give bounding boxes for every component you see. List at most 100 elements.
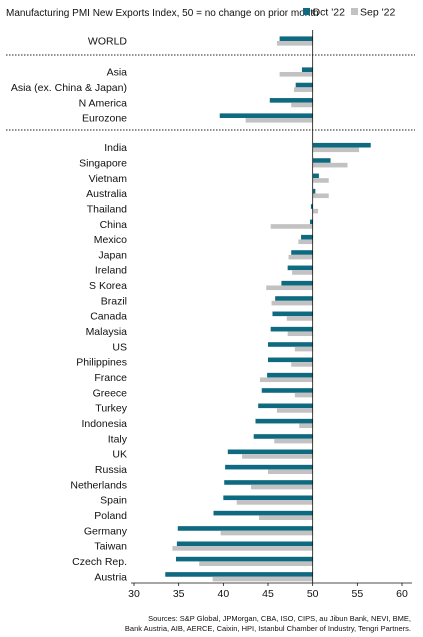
bar-thailand-oct-22 [310,204,313,209]
legend-swatch-sep-22 [351,8,358,15]
category-label-russia: Russia [95,464,127,476]
bar-s-korea-oct-22 [281,280,313,286]
category-label-uk: UK [112,449,127,461]
bar-germany-sep-22 [220,530,313,536]
bar-asia-ex-china-japan-oct-22 [295,82,313,88]
x-axis: 30 35 40 45 50 55 60 [128,582,412,600]
source-line-2: Bank Austria, AIB, AERCE, Caixin, HPI, I… [125,624,411,633]
category-label-greece: Greece [93,387,128,399]
category-label-czech-rep: Czech Rep. [72,556,127,568]
bar-australia-oct-22 [312,188,316,194]
category-label-poland: Poland [94,510,127,522]
bars [165,30,371,583]
bar-china-oct-22 [309,219,313,225]
group-separators [6,54,415,131]
bar-us-sep-22 [294,346,313,352]
bar-france-sep-22 [259,377,313,383]
bar-canada-oct-22 [272,311,313,317]
bar-austria-sep-22 [212,576,313,582]
bar-brazil-oct-22 [275,296,313,301]
legend-label-sep-22: Sep '22 [360,7,395,19]
category-label-germany: Germany [84,525,128,537]
bar-greece-sep-22 [294,392,313,398]
bar-italy-sep-22 [274,438,313,444]
x-tick-label-45: 45 [262,588,274,600]
bar-poland-sep-22 [259,515,313,521]
category-label-world: WORLD [88,36,128,48]
bar-turkey-oct-22 [258,403,313,409]
bar-taiwan-oct-22 [176,541,313,547]
category-label-italy: Italy [108,433,128,445]
category-label-malaysia: Malaysia [86,326,128,338]
x-tick-label-50: 50 [307,588,319,600]
bar-world-oct-22 [279,36,313,41]
bar-malaysia-sep-22 [287,331,313,337]
category-label-taiwan: Taiwan [94,541,127,553]
bar-russia-sep-22 [268,469,313,475]
category-label-france: France [94,372,127,384]
bar-asia-oct-22 [301,67,313,72]
bar-singapore-sep-22 [312,162,348,168]
bar-turkey-sep-22 [276,408,313,413]
bar-spain-oct-22 [223,495,313,501]
bar-greece-oct-22 [261,388,313,393]
category-label-thailand: Thailand [87,203,127,215]
bar-s-korea-sep-22 [266,285,313,291]
bar-australia-sep-22 [312,193,329,199]
bar-spain-sep-22 [236,500,313,505]
category-label-indonesia: Indonesia [81,418,127,430]
category-label-netherlands: Netherlands [70,479,127,491]
bar-n-america-oct-22 [269,98,313,103]
bar-netherlands-sep-22 [251,484,313,490]
bar-philippines-oct-22 [268,357,313,363]
category-label-philippines: Philippines [76,357,127,369]
category-label-eurozone: Eurozone [82,113,127,125]
bar-china-sep-22 [270,224,313,229]
bar-italy-oct-22 [253,434,313,439]
category-label-canada: Canada [90,311,127,323]
category-label-s-korea: S Korea [89,280,127,292]
category-labels: WORLD Asia Asia (ex. China & Japan) N Ameri… [11,36,128,584]
category-label-asia: Asia [107,67,128,79]
category-label-turkey: Turkey [95,403,127,415]
category-label-china: China [100,219,128,231]
x-tick-label-40: 40 [217,588,229,600]
category-label-asia-ex-china-japan: Asia (ex. China & Japan) [11,82,127,94]
bar-eurozone-oct-22 [219,113,313,118]
category-label-spain: Spain [100,495,127,507]
bar-canada-sep-22 [286,316,313,321]
bar-uk-sep-22 [242,454,313,459]
bar-mexico-sep-22 [298,239,313,245]
bar-india-oct-22 [312,142,371,148]
bar-japan-oct-22 [291,250,313,255]
bar-indonesia-sep-22 [299,423,313,429]
bar-thailand-sep-22 [312,208,319,214]
bar-czech-rep-sep-22 [199,561,313,567]
category-label-ireland: Ireland [95,265,127,277]
bar-ireland-oct-22 [287,265,313,271]
bar-japan-sep-22 [288,254,313,260]
category-label-singapore: Singapore [79,157,127,169]
x-tick-label-55: 55 [351,588,363,600]
bar-indonesia-oct-22 [255,418,313,424]
source-line-1: Sources: S&P Global, JPMorgan, CBA, ISO,… [148,614,411,623]
category-label-brazil: Brazil [101,295,127,307]
legend-swatch-oct-22 [303,8,310,15]
bar-brazil-sep-22 [271,300,313,306]
bar-ireland-sep-22 [292,270,313,275]
category-label-australia: Australia [86,188,127,200]
x-tick-label-35: 35 [173,588,185,600]
bar-philippines-sep-22 [291,362,313,367]
x-tick-label-30: 30 [128,588,140,600]
category-label-india: India [104,142,127,154]
category-label-n-america: N America [79,97,128,109]
bar-asia-ex-china-japan-sep-22 [293,87,313,92]
category-label-mexico: Mexico [94,234,127,246]
bar-n-america-sep-22 [291,102,313,108]
bar-germany-oct-22 [177,526,313,531]
bar-singapore-oct-22 [312,158,331,163]
chart-title: Manufacturing PMI New Exports Index, 50 … [6,8,319,19]
bar-netherlands-oct-22 [224,480,313,485]
